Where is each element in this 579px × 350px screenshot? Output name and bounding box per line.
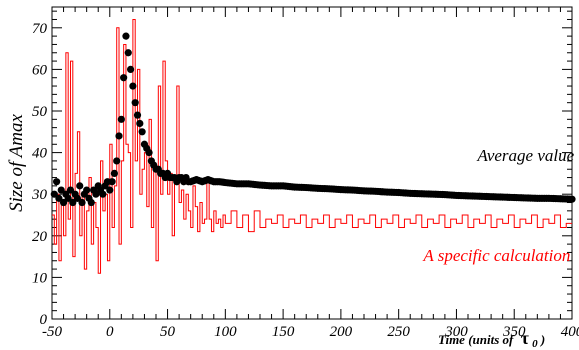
average-point xyxy=(73,194,82,202)
annotation-average-value: Average value xyxy=(476,146,574,165)
average-point xyxy=(129,82,137,90)
tau-subscript: 0 xyxy=(532,338,538,350)
series-average-value xyxy=(50,32,576,207)
average-point xyxy=(124,49,132,57)
y-tick-label: 50 xyxy=(32,104,48,120)
average-point xyxy=(117,115,125,123)
tau-symbol: τ xyxy=(521,328,530,348)
x-tick-label: 100 xyxy=(214,324,237,340)
average-point xyxy=(53,178,61,186)
average-point xyxy=(568,195,576,203)
average-point xyxy=(83,186,91,194)
average-point xyxy=(57,186,65,194)
average-point xyxy=(55,194,63,202)
average-point xyxy=(108,178,116,186)
average-point xyxy=(99,190,107,198)
x-tick-label: 350 xyxy=(502,324,526,340)
average-point xyxy=(138,128,146,136)
x-tick-label: 300 xyxy=(444,324,468,340)
average-point xyxy=(131,99,139,107)
average-point xyxy=(76,182,84,190)
average-point xyxy=(133,111,142,119)
average-point xyxy=(78,198,86,207)
x-axis-title-close: ) xyxy=(540,332,545,347)
y-tick-label: 0 xyxy=(40,312,48,328)
x-axis-title: Time (units of τ 0 ) xyxy=(438,328,545,350)
average-point xyxy=(106,186,114,194)
average-point xyxy=(120,74,128,82)
plot-frame xyxy=(51,6,573,320)
average-point xyxy=(69,198,77,207)
x-tick-label: 150 xyxy=(272,324,295,340)
average-point xyxy=(136,119,144,128)
x-tick-label: -50 xyxy=(42,324,62,340)
average-point xyxy=(113,157,121,165)
x-axis-title-text: Time (units of xyxy=(438,332,515,347)
x-tick-label: 200 xyxy=(330,324,353,340)
average-point xyxy=(92,190,100,198)
average-point xyxy=(66,186,75,194)
y-tick-label: 40 xyxy=(32,146,48,162)
y-tick-label: 30 xyxy=(31,187,48,203)
average-point xyxy=(126,65,135,73)
x-tick-label: 400 xyxy=(561,324,579,340)
average-point xyxy=(115,132,123,140)
average-point xyxy=(64,194,72,202)
y-tick-label: 70 xyxy=(32,21,48,37)
x-tick-label: 50 xyxy=(160,324,176,340)
average-point xyxy=(59,198,68,207)
y-tick-label: 20 xyxy=(32,229,48,245)
average-point xyxy=(50,190,58,198)
y-tick-label: 60 xyxy=(32,62,48,78)
average-point xyxy=(110,169,118,177)
y-tick-labels: 0 10 20 30 40 50 60 70 xyxy=(31,21,48,328)
annotation-specific-calculation: A specific calculation xyxy=(422,246,570,265)
y-axis-title: Size of Amax xyxy=(6,114,27,212)
x-tick-label: 250 xyxy=(387,324,410,340)
x-tick-labels: -50 0 50 100 150 200 250 300 350 400 xyxy=(42,324,579,340)
y-tick-label: 10 xyxy=(32,270,48,286)
average-point xyxy=(122,32,130,40)
average-point xyxy=(87,198,95,207)
series-layer xyxy=(50,18,576,274)
average-point xyxy=(145,149,153,157)
x-tick-label: 0 xyxy=(106,324,114,340)
